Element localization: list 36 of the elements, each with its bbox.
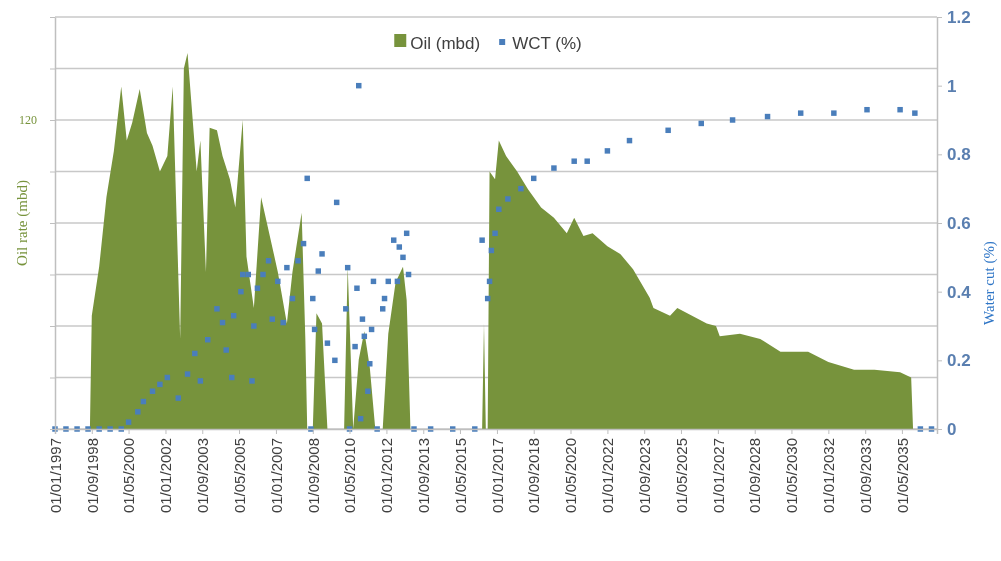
y-axis-title: Oil rate (mbd): [14, 180, 31, 266]
x-tick-label: 01/09/2023: [635, 438, 653, 514]
x-tick-label: 01/05/2035: [893, 438, 911, 514]
x-tick-label: 01/09/2033: [856, 438, 874, 514]
x-tick-label: 01/05/2025: [672, 438, 690, 514]
y2-tick-label: 0.2: [947, 351, 971, 371]
x-tick-label: 01/01/2022: [599, 438, 617, 514]
y-tick-label: 120: [19, 113, 37, 128]
x-tick-label: 01/09/2008: [304, 438, 322, 514]
x-tick-label: 01/01/1997: [46, 438, 64, 514]
x-tick-label: 01/05/2010: [341, 438, 359, 514]
y2-tick-label: 0: [947, 419, 957, 439]
y2-tick-label: 1: [947, 76, 957, 96]
x-tick-label: 01/01/2027: [709, 438, 727, 514]
x-tick-label: 01/09/2003: [194, 438, 211, 514]
y2-tick-label: 0.4: [947, 282, 972, 302]
y2-tick-label: 0.6: [947, 213, 971, 233]
x-tick-label: 01/01/2032: [820, 438, 838, 514]
x-tick-label: 01/09/2013: [415, 438, 432, 514]
y2-tick-label: 1.2: [947, 7, 971, 27]
x-tick-label: 01/01/2017: [488, 438, 506, 514]
legend-label: WCT (%): [512, 33, 582, 53]
y2-tick-label: 0.8: [947, 145, 971, 165]
legend-label: Oil (mbd): [410, 33, 481, 53]
x-tick-label: 01/05/2005: [230, 438, 248, 514]
x-tick-label: 01/01/2012: [378, 438, 396, 514]
x-tick-label: 01/05/2030: [783, 438, 801, 514]
x-tick-label: 01/09/2028: [746, 438, 764, 514]
x-tick-label: 01/05/2020: [562, 438, 580, 514]
y2-axis-title: Water cut (%): [981, 241, 998, 325]
x-tick-label: 01/09/2018: [525, 438, 543, 514]
x-tick-label: 01/09/1998: [83, 438, 101, 514]
x-tick-label: 01/01/2002: [157, 438, 175, 514]
x-tick-label: 01/05/2015: [451, 438, 469, 514]
x-tick-label: 01/01/2007: [267, 438, 285, 514]
x-tick-label: 01/05/2000: [120, 438, 138, 514]
